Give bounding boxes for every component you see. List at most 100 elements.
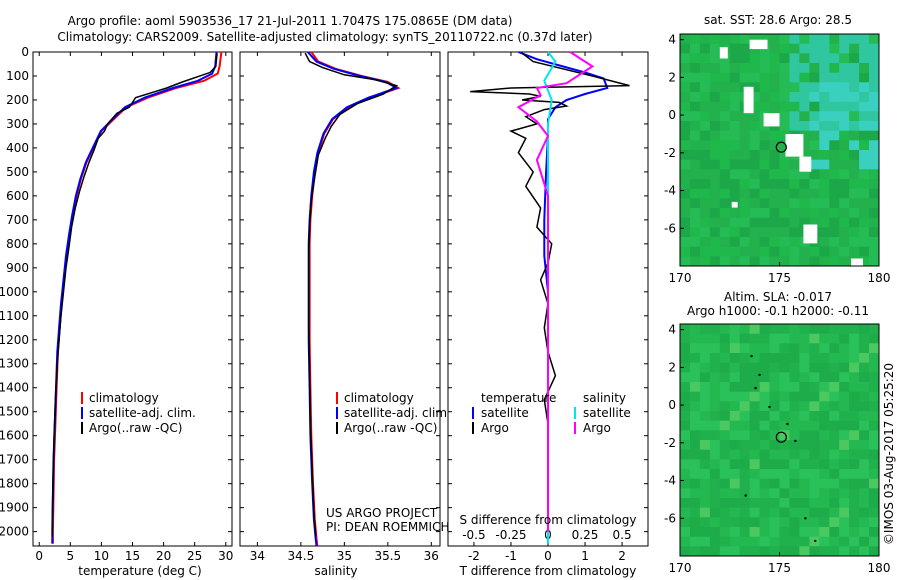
map-cell (839, 440, 850, 451)
map-cell (690, 459, 701, 470)
argo-location-marker (775, 431, 787, 443)
map-cell (799, 411, 810, 422)
x-tick-label: 0 (544, 549, 552, 563)
map-cell (759, 382, 770, 393)
map-cell (829, 169, 840, 180)
y-tick-label: 1100 (0, 309, 29, 323)
map-cell (729, 82, 741, 93)
map-cell (769, 217, 780, 228)
map-cell (849, 478, 860, 489)
map-cell (779, 34, 790, 45)
map-cell (779, 440, 790, 451)
map-cell (690, 246, 701, 257)
y-tick-label: 600 (6, 189, 29, 203)
map-cell (690, 391, 701, 402)
map-cell (699, 391, 711, 402)
map-cell (809, 372, 820, 383)
sla-map: 170 175 180 4 2 0 -2 -4 -6 (664, 323, 890, 575)
map-cell (869, 488, 880, 499)
map-cell (680, 169, 691, 180)
map-cell (680, 53, 691, 64)
map-cell (829, 440, 840, 451)
cloud-gap (763, 113, 780, 127)
series-argo (304, 52, 399, 537)
map-cell (849, 401, 860, 412)
map-cell (739, 159, 751, 170)
map-cell (859, 63, 870, 74)
y-tick-label: 2 (668, 360, 676, 374)
map-cell (799, 63, 810, 74)
map-cell (779, 498, 790, 509)
map-cell (809, 43, 820, 54)
map-cell (829, 140, 840, 151)
map-cell (690, 527, 701, 538)
map-cell (729, 130, 741, 141)
map-cell (849, 527, 860, 538)
map-cell (859, 478, 870, 489)
map-cell (739, 527, 751, 538)
island-dot (768, 405, 771, 409)
map-cell (759, 527, 770, 538)
map-cell (709, 430, 721, 441)
map-cell (829, 217, 840, 228)
map-cell (829, 498, 840, 509)
map-cell (749, 130, 760, 141)
map-cell (699, 372, 711, 383)
map-cell (779, 121, 790, 132)
map-cell (690, 82, 701, 93)
map-cell (749, 372, 760, 383)
map-cell (749, 63, 760, 74)
map-cell (779, 546, 790, 557)
map-cell (789, 101, 800, 112)
map-cell (829, 159, 840, 170)
map-cell (839, 198, 850, 209)
map-cell (759, 256, 770, 267)
map-cell (749, 391, 760, 402)
map-cell (699, 498, 711, 509)
map-cell (699, 34, 711, 45)
map-cell (690, 111, 701, 122)
map-cell (749, 324, 760, 335)
map-cell (759, 411, 770, 422)
map-cell (719, 343, 731, 354)
map-cell (749, 469, 760, 480)
map-cell (719, 372, 731, 383)
map-cell (789, 111, 800, 122)
map-cell (859, 111, 870, 122)
map-cell (719, 72, 731, 83)
map-cell (849, 430, 860, 441)
map-cell (759, 546, 770, 557)
map-cell (799, 121, 810, 132)
map-cell (789, 208, 800, 219)
map-cell (779, 333, 790, 344)
map-cell (789, 63, 800, 74)
map-cell (819, 343, 830, 354)
y-tick-label: 1300 (0, 357, 29, 371)
map-cell (709, 43, 721, 54)
map-cell (680, 459, 691, 470)
map-cell (769, 536, 780, 547)
map-cell (719, 459, 731, 470)
map-cell (699, 256, 711, 267)
map-cell (779, 82, 790, 93)
map-cell (759, 353, 770, 364)
map-cell (779, 411, 790, 422)
map-cell (759, 440, 770, 451)
pi-label: PI: DEAN ROEMMICH (326, 520, 449, 534)
map-cell (690, 420, 701, 431)
map-cell (729, 188, 741, 199)
map-cell (799, 82, 810, 93)
map-cell (749, 208, 760, 219)
map-cell (789, 391, 800, 402)
map-cell (869, 333, 880, 344)
map-cell (739, 72, 751, 83)
difference-legend: temperature salinity satellite Argo sate… (472, 391, 631, 435)
map-cell (749, 353, 760, 364)
map-cell (719, 227, 731, 238)
map-cell (829, 401, 840, 412)
map-cell (739, 459, 751, 470)
map-cell (729, 372, 741, 383)
map-cell (719, 198, 731, 209)
map-cell (690, 536, 701, 547)
cloud-gap (799, 156, 812, 172)
